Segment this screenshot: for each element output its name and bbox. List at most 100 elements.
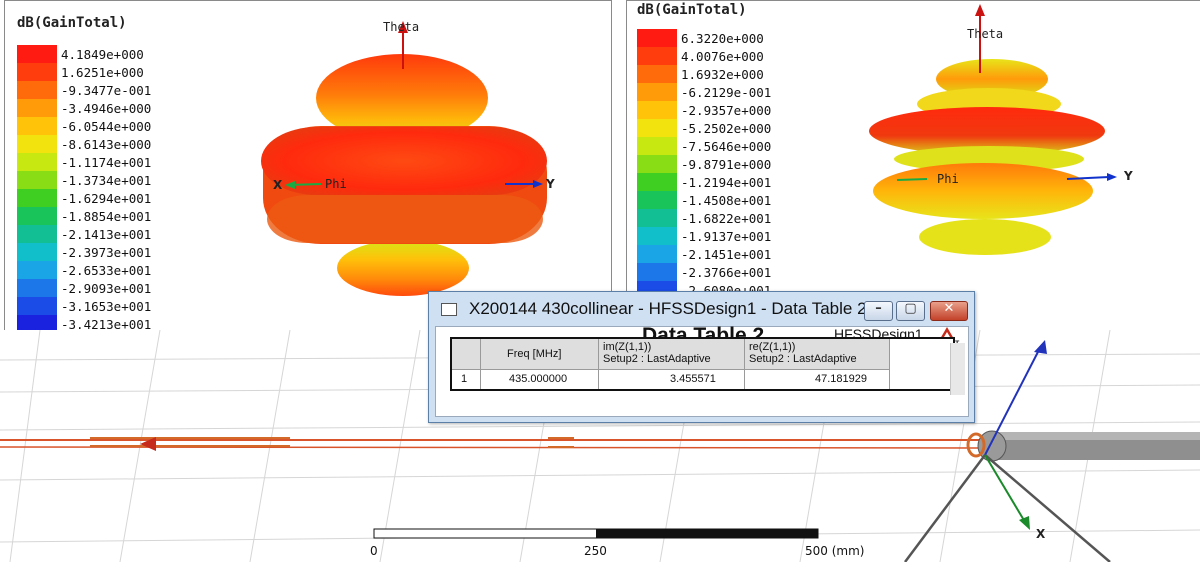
legend-value: -7.5646e+000 — [681, 139, 772, 154]
legend-swatch — [637, 47, 677, 65]
legend-row: -1.6294e+001 — [17, 189, 217, 207]
legend-value: -1.3734e+001 — [61, 173, 152, 188]
coil-section-right — [966, 432, 986, 458]
legend-value: -1.9137e+001 — [681, 229, 772, 244]
legend-value: -8.6143e+000 — [61, 137, 152, 152]
legend-swatch — [17, 63, 57, 81]
legend-row: -1.3734e+001 — [17, 171, 217, 189]
maximize-button[interactable]: ▢ — [896, 301, 925, 321]
legend-row: -2.9357e+000 — [637, 101, 837, 119]
legend-value: -6.0544e+000 — [61, 119, 152, 134]
bottom-lobe — [337, 240, 469, 296]
legend-value: -1.1174e+001 — [61, 155, 152, 170]
radiation-pattern-3d: Theta X Phi Y — [261, 20, 555, 296]
legend-swatch — [17, 225, 57, 243]
legend-row: -1.9137e+001 — [637, 227, 837, 245]
table-cell-im[interactable]: 3.455571 — [670, 373, 716, 385]
close-button[interactable]: ✕ — [930, 301, 968, 321]
legend-row: -9.3477e-001 — [17, 81, 217, 99]
legend-swatch — [17, 117, 57, 135]
data-table-window[interactable]: X200144 430collinear - HFSSDesign1 - Dat… — [428, 291, 975, 423]
legend-swatch — [637, 137, 677, 155]
column-header[interactable]: im(Z(1,1)) — [603, 341, 652, 353]
legend-value: 4.0076e+000 — [681, 49, 764, 64]
legend-value: -6.2129e-001 — [681, 85, 772, 100]
phi-label: Phi — [937, 172, 959, 186]
legend-title: dB(GainTotal) — [17, 15, 127, 31]
legend-swatch — [637, 263, 677, 281]
vertical-scrollbar[interactable] — [950, 343, 965, 395]
legend-value: -2.1413e+001 — [61, 227, 152, 242]
minimize-button[interactable]: – — [864, 301, 893, 321]
legend-swatch — [17, 189, 57, 207]
legend-value: -2.3973e+001 — [61, 245, 152, 260]
legend-row: -2.6533e+001 — [17, 261, 217, 279]
legend-swatch — [637, 173, 677, 191]
scale-label-end: 500 (mm) — [805, 544, 865, 558]
legend-swatch — [17, 207, 57, 225]
column-header-sub: Setup2 : LastAdaptive — [749, 353, 857, 365]
legend-row: -1.1174e+001 — [17, 153, 217, 171]
radiation-pattern-3d: Theta Phi Y — [869, 4, 1133, 255]
minimize-icon: – — [875, 301, 882, 316]
window-icon[interactable] — [441, 303, 457, 316]
y-axis — [1066, 176, 1110, 180]
legend-row: -5.2502e+000 — [637, 119, 837, 137]
column-header[interactable]: Freq [MHz] — [507, 348, 562, 360]
phi-label: Phi — [325, 177, 347, 191]
legend-swatch — [17, 315, 57, 331]
legend-value: -3.4213e+001 — [61, 317, 152, 332]
left-plot-panel: dB(GainTotal) 4.1849e+000 1.6251e+000 -9.3… — [4, 0, 612, 332]
legend-row: -6.0544e+000 — [17, 117, 217, 135]
legend-row: -2.1413e+001 — [17, 225, 217, 243]
legend-value: -2.9357e+000 — [681, 103, 772, 118]
legend-value: -2.6533e+001 — [61, 263, 152, 278]
column-header[interactable]: re(Z(1,1)) — [749, 341, 796, 353]
legend-row: 1.6251e+000 — [17, 63, 217, 81]
window-titlebar[interactable]: X200144 430collinear - HFSSDesign1 - Dat… — [429, 292, 974, 326]
data-table: Freq [MHz] im(Z(1,1)) Setup2 : LastAdapt… — [450, 337, 955, 391]
legend-value: -1.6294e+001 — [61, 191, 152, 206]
legend-swatch — [17, 297, 57, 315]
legend-value: -2.3766e+001 — [681, 265, 772, 280]
feed-marker — [140, 437, 156, 451]
legend-row: 1.6932e+000 — [637, 65, 837, 83]
legend-row: -1.8854e+001 — [17, 207, 217, 225]
top-lobe — [316, 54, 488, 142]
legend-swatch — [637, 245, 677, 263]
legend-value: -2.1451e+001 — [681, 247, 772, 262]
column-header-sub: Setup2 : LastAdaptive — [603, 353, 711, 365]
legend-value: 4.1849e+000 — [61, 47, 144, 62]
legend-value: -9.3477e-001 — [61, 83, 152, 98]
legend-value: -9.8791e+000 — [681, 157, 772, 172]
legend-value: -3.4946e+000 — [61, 101, 152, 116]
radial-2 — [984, 454, 1111, 562]
table-cell-re[interactable]: 47.181929 — [815, 373, 867, 385]
table-cell-freq[interactable]: 435.000000 — [509, 373, 568, 385]
legend-row: -1.6822e+001 — [637, 209, 837, 227]
legend-swatch — [17, 99, 57, 117]
window-title: X200144 430collinear - HFSSDesign1 - Dat… — [469, 299, 867, 318]
legend-swatch — [637, 209, 677, 227]
legend-swatch — [637, 29, 677, 47]
right-plot-panel: dB(GainTotal) 6.3220e+000 4.0076e+000 1.69… — [626, 0, 1200, 332]
y-axis-label: Y — [545, 177, 555, 191]
legend-swatch — [637, 119, 677, 137]
legend-value: -1.4508e+001 — [681, 193, 772, 208]
scale-label-start: 0 — [370, 544, 378, 558]
legend-swatch — [17, 45, 57, 63]
row-index[interactable]: 1 — [461, 373, 468, 385]
legend-swatch — [637, 191, 677, 209]
legend-row: -2.9093e+001 — [17, 279, 217, 297]
window-client-area: Data Table 2 HFSSDesign1 ANSOFT Freq [MH… — [435, 324, 969, 417]
ansoft-logo — [940, 327, 954, 339]
legend-row: -1.4508e+001 — [637, 191, 837, 209]
legend-swatch — [637, 101, 677, 119]
close-icon: ✕ — [943, 301, 955, 316]
legend-row: 4.1849e+000 — [17, 45, 217, 63]
legend-value: 1.6251e+000 — [61, 65, 144, 80]
legend-value: -1.2194e+001 — [681, 175, 772, 190]
radial-1 — [903, 454, 987, 562]
legend-row: -3.1653e+001 — [17, 297, 217, 315]
scale-label-mid: 250 — [584, 544, 607, 558]
